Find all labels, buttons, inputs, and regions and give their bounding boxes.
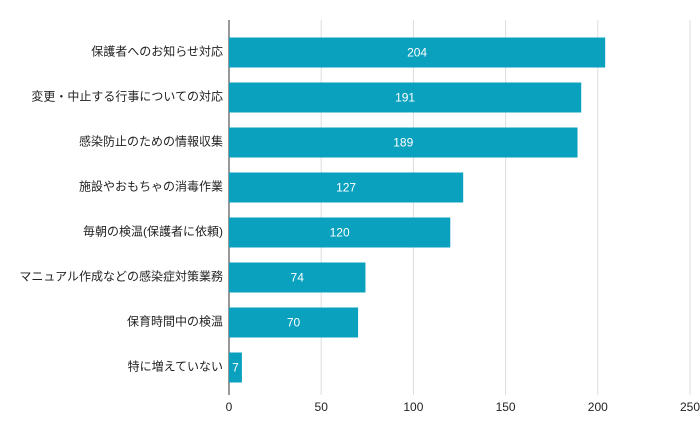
bar <box>229 82 582 113</box>
bar <box>229 352 242 383</box>
y-tick-label: 保育時間中の検温 <box>127 314 223 329</box>
x-tick-label: 0 <box>226 400 233 414</box>
x-tick-label: 150 <box>496 400 516 414</box>
bar <box>229 307 359 338</box>
y-tick-label: 毎朝の検温(保護者に依頼) <box>83 224 223 239</box>
bar <box>229 217 451 248</box>
x-tick-label: 100 <box>403 400 423 414</box>
value-label: 127 <box>336 181 356 195</box>
value-label: 70 <box>287 316 301 330</box>
y-tick-label: マニュアル作成などの感染症対策業務 <box>19 269 223 284</box>
value-label: 7 <box>232 361 239 375</box>
y-tick-label: 施設やおもちゃの消毒作業 <box>79 179 223 194</box>
value-label: 191 <box>395 91 415 105</box>
y-tick-label: 特に増えていない <box>128 359 223 374</box>
x-tick-label: 200 <box>588 400 608 414</box>
y-tick-label: 変更・中止する行事についての対応 <box>31 89 223 104</box>
value-label: 189 <box>393 136 413 150</box>
value-label: 204 <box>407 46 427 60</box>
bar <box>229 262 366 293</box>
y-tick-label: 保護者へのお知らせ対応 <box>91 44 223 59</box>
bar <box>229 127 578 158</box>
y-tick-label: 感染防止のための情報収集 <box>79 134 223 149</box>
x-tick-label: 50 <box>315 400 329 414</box>
value-label: 120 <box>330 226 350 240</box>
bar <box>229 172 464 203</box>
x-tick-label: 250 <box>680 400 700 414</box>
bar <box>229 37 606 68</box>
value-label: 74 <box>291 271 305 285</box>
